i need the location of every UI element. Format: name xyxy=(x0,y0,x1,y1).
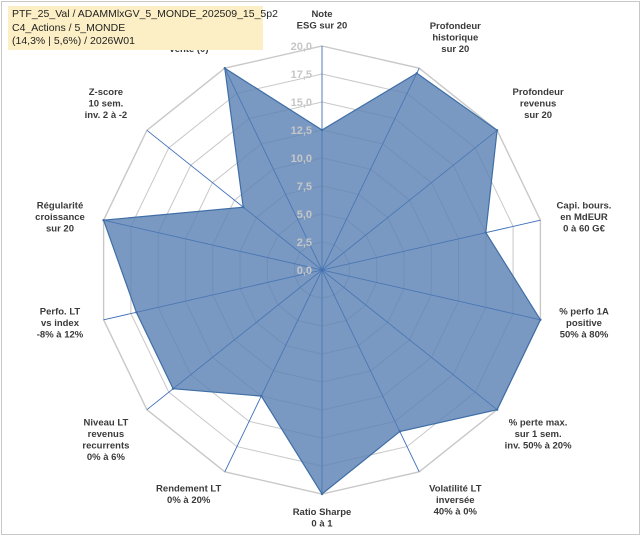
axis-label-line: Profondeur xyxy=(430,21,481,32)
portfolio-info-box: PTF_25_Val / ADAMMlxGV_5_MONDE_202509_15… xyxy=(8,6,278,50)
data-point xyxy=(415,72,418,75)
axis-spoke-overlay xyxy=(321,130,498,271)
axis-spoke-overlay xyxy=(103,219,323,271)
tick-label: 10,0 xyxy=(291,153,312,165)
axis-label-line: revenus xyxy=(88,429,124,440)
axis-spoke-overlay xyxy=(321,68,420,271)
axis-label-line: Rendement LT xyxy=(156,483,221,494)
axis-label-line: croissance xyxy=(35,212,85,223)
axis-label-line: historique xyxy=(432,33,478,44)
axis-label-line: Volatilité LT xyxy=(429,483,482,494)
tick-label: 7,5 xyxy=(297,181,312,193)
portfolio-name: PTF_25_Val / ADAMMlxGV_5_MONDE_202509_15… xyxy=(12,8,278,20)
axis-label: Régularité croissance sur 20 xyxy=(35,200,85,234)
axis-label-line: % perte max. xyxy=(509,417,568,428)
axis-label-line: ESG sur 20 xyxy=(297,21,348,32)
axis-spoke-overlay xyxy=(321,219,541,271)
axis-label: Volatilité LT inversée 40% à 0% xyxy=(429,483,482,517)
axis-label-line: en MdEUR xyxy=(560,212,608,223)
data-point xyxy=(260,394,263,398)
data-point xyxy=(242,206,245,209)
data-point xyxy=(135,311,138,314)
axis-label-line: vs index xyxy=(41,318,80,329)
data-point xyxy=(495,129,499,132)
axis-label-line: 0% à 6% xyxy=(87,452,126,463)
axis-label-line: 40% à 0% xyxy=(434,506,478,517)
axis-label-line: 0 à 1 xyxy=(311,518,333,529)
axis-label-line: 0 à 60 G€ xyxy=(563,223,605,234)
portfolio-stats: (14,3% | 5,6%) / 2026W01 xyxy=(12,35,135,47)
axis-spoke-overlay xyxy=(146,130,323,271)
axis-label: Profondeur historique sur 20 xyxy=(430,21,481,55)
data-point xyxy=(398,430,401,433)
radar-series xyxy=(102,46,542,496)
axis-spoke-overlay xyxy=(321,269,498,410)
axis-label-line: 0% à 20% xyxy=(167,495,211,506)
axis-spoke-overlay xyxy=(321,269,541,321)
axis-label: % perte max. sur 1 sem. inv. 50% à 20% xyxy=(505,417,572,451)
axis-label-line: % perfo 1A xyxy=(559,306,609,317)
axis-label: Niveau LT revenus recurrents 0% à 6% xyxy=(82,417,129,463)
data-point xyxy=(484,231,487,234)
tick-label: 2,5 xyxy=(297,237,312,249)
data-point xyxy=(171,387,175,390)
axis-label-line: Niveau LT xyxy=(84,417,129,428)
axis-label-line: 10 sem. xyxy=(88,99,123,110)
portfolio-category: C4_Actions / 5_MONDE xyxy=(12,21,126,34)
axis-label-line: Note xyxy=(311,9,332,20)
axis-label-line: Profondeur xyxy=(512,87,563,98)
axis-label-line: sur 20 xyxy=(524,110,552,121)
axis-label-line: -8% à 12% xyxy=(37,329,84,340)
axis-label: % perfo 1A positive 50% à 80% xyxy=(559,306,609,340)
axis-label: Capi. bours. en MdEUR 0 à 60 G€ xyxy=(557,200,612,234)
axis-spoke-overlay xyxy=(103,269,323,321)
data-point xyxy=(539,318,542,321)
axis-label: Note ESG sur 20 xyxy=(297,9,348,32)
axis-label-line: inversée xyxy=(436,495,475,506)
axis-label-line: Ratio Sharpe xyxy=(293,507,352,518)
axis-label: Z-score 10 sem. inv. 2 à -2 xyxy=(85,87,128,121)
tick-label: 0,0 xyxy=(297,265,312,277)
axis-label-line: inv. 2 à -2 xyxy=(85,110,128,121)
tick-label: 20,0 xyxy=(291,41,312,53)
data-point xyxy=(495,408,499,411)
axis-label-line: sur 1 sem. xyxy=(515,429,562,440)
tick-label: 12,5 xyxy=(291,125,312,137)
axis-spoke-overlay xyxy=(224,269,323,472)
axis-label-line: positive xyxy=(566,318,602,329)
data-point xyxy=(102,219,105,222)
axis-label-line: revenus xyxy=(520,99,556,110)
data-point xyxy=(320,128,324,132)
axis-label-line: sur 20 xyxy=(46,223,74,234)
axis-label-line: Perfo. LT xyxy=(40,306,81,317)
axis-label-line: 50% à 80% xyxy=(560,329,609,340)
tick-label: 17,5 xyxy=(291,69,312,81)
axis-label: Perfo. LT vs index -8% à 12% xyxy=(37,306,84,340)
axis-label-line: Régularité xyxy=(37,200,83,211)
data-point xyxy=(320,492,324,496)
axis-label: Ratio Sharpe 0 à 1 xyxy=(293,507,352,530)
axis-spoke-overlay xyxy=(321,269,420,472)
axis-spoke-overlay xyxy=(146,269,323,410)
radial-ticks: 0,0 2,5 5,0 7,5 10,0 12,5 15,0 17,5 20,0 xyxy=(291,41,312,277)
axis-label-line: recurrents xyxy=(82,440,129,451)
data-point xyxy=(223,67,226,70)
axis-label-line: inv. 50% à 20% xyxy=(505,440,572,451)
axis-label: Rendement LT 0% à 20% xyxy=(156,483,221,506)
axis-label-line: Capi. bours. xyxy=(557,200,612,211)
axis-label: Profondeur revenus sur 20 xyxy=(512,87,563,121)
tick-label: 15,0 xyxy=(291,97,312,109)
axis-label-line: Z-score xyxy=(89,87,123,98)
axis-spoke-overlay xyxy=(224,68,323,271)
tick-label: 5,0 xyxy=(297,209,312,221)
axis-label-line: sur 20 xyxy=(441,44,469,55)
